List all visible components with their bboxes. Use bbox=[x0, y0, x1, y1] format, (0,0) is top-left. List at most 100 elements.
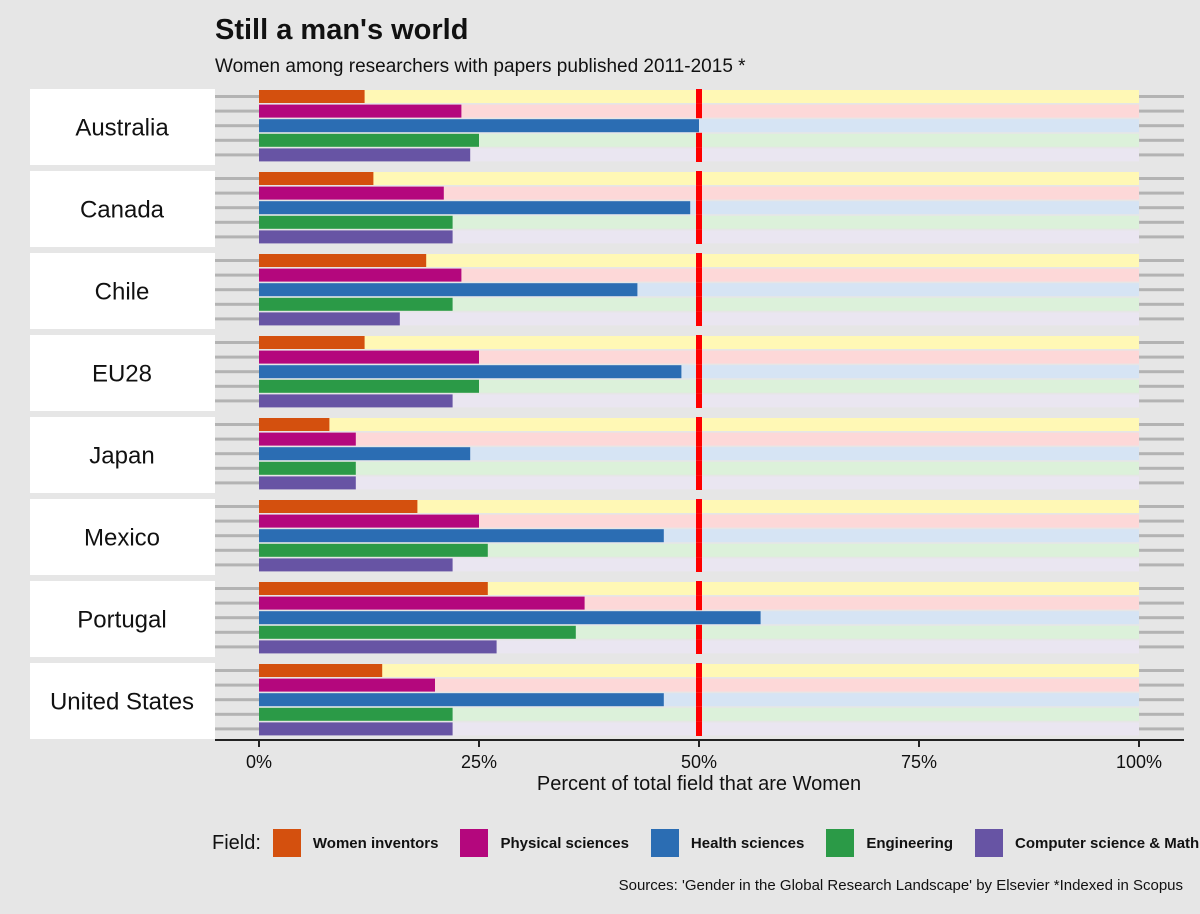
reference-line-50 bbox=[696, 663, 702, 678]
reference-line-50 bbox=[696, 692, 702, 707]
row-guide-left bbox=[215, 505, 259, 508]
reference-line-50 bbox=[696, 460, 702, 476]
reference-line-50 bbox=[696, 364, 702, 379]
bar bbox=[259, 447, 471, 461]
legend: Field: Women inventors Physical sciences… bbox=[212, 828, 1199, 858]
row-guide-right bbox=[1139, 95, 1184, 98]
reference-line-50 bbox=[696, 431, 702, 447]
facet-label: United States bbox=[50, 689, 194, 716]
bar bbox=[259, 678, 435, 692]
row-guide-right bbox=[1139, 273, 1184, 277]
legend-label: Computer science & Math bbox=[1015, 834, 1200, 852]
bar bbox=[259, 500, 418, 513]
x-tick-label: 50% bbox=[680, 752, 718, 772]
row-guide-left bbox=[215, 302, 259, 306]
row-guide-left bbox=[215, 712, 259, 716]
legend-swatch bbox=[826, 829, 855, 857]
row-guide-right bbox=[1139, 302, 1184, 306]
x-tick-mark bbox=[918, 740, 920, 747]
bar bbox=[259, 461, 356, 475]
row-guide-right bbox=[1139, 437, 1184, 441]
row-guide-right bbox=[1139, 645, 1184, 649]
x-tick-label: 100% bbox=[1115, 752, 1163, 772]
reference-line-50 bbox=[696, 282, 702, 297]
bar bbox=[259, 133, 479, 147]
reference-line-50 bbox=[696, 528, 702, 543]
row-guide-left bbox=[215, 399, 259, 403]
reference-line-50 bbox=[696, 677, 702, 693]
facet-label: Portugal bbox=[77, 607, 166, 634]
legend-item-health-sciences: Health sciences bbox=[650, 829, 804, 857]
reference-line-50 bbox=[696, 147, 702, 162]
row-guide-right bbox=[1139, 698, 1184, 702]
source-note: Sources: 'Gender in the Global Research … bbox=[618, 877, 1183, 894]
reference-line-50 bbox=[696, 499, 702, 514]
row-guide-left bbox=[215, 683, 259, 687]
row-guide-left bbox=[215, 124, 259, 128]
row-guide-left bbox=[215, 563, 259, 567]
bar bbox=[259, 104, 462, 118]
row-guide-left bbox=[215, 466, 259, 470]
bar bbox=[259, 625, 576, 639]
reference-line-50 bbox=[696, 253, 702, 268]
row-guide-left bbox=[215, 423, 259, 426]
bar bbox=[259, 582, 488, 595]
reference-line-50 bbox=[696, 557, 702, 572]
reference-line-50 bbox=[696, 311, 702, 326]
row-guide-left bbox=[215, 317, 259, 321]
chart-title: Still a man's world bbox=[215, 14, 469, 46]
row-guide-left bbox=[215, 437, 259, 441]
row-guide-left bbox=[215, 587, 259, 590]
bar bbox=[259, 254, 427, 267]
x-tick-mark bbox=[1138, 740, 1140, 747]
bar bbox=[259, 215, 453, 229]
facet-label-box bbox=[30, 581, 215, 657]
bar bbox=[259, 297, 453, 311]
bar bbox=[259, 230, 453, 244]
reference-line-50 bbox=[696, 132, 702, 148]
reference-line-50 bbox=[696, 296, 702, 312]
bar bbox=[259, 529, 664, 543]
bar bbox=[259, 596, 585, 610]
bar bbox=[259, 394, 453, 408]
legend-item-physical-sciences: Physical sciences bbox=[460, 829, 629, 857]
row-guide-right bbox=[1139, 370, 1184, 374]
reference-line-50 bbox=[696, 513, 702, 529]
reference-line-50 bbox=[696, 335, 702, 350]
reference-line-50 bbox=[696, 542, 702, 558]
legend-label: Women inventors bbox=[312, 834, 439, 852]
row-guide-right bbox=[1139, 288, 1184, 292]
row-guide-right bbox=[1139, 177, 1184, 180]
bar bbox=[259, 543, 488, 557]
row-guide-left bbox=[215, 727, 259, 731]
reference-line-50 bbox=[696, 581, 702, 596]
facet-label: Canada bbox=[80, 197, 165, 224]
row-guide-right bbox=[1139, 220, 1184, 224]
legend-swatch bbox=[460, 829, 489, 857]
bar bbox=[259, 350, 479, 364]
legend-item-engineering: Engineering bbox=[826, 829, 953, 857]
facet-label-box bbox=[30, 417, 215, 493]
row-guide-right bbox=[1139, 259, 1184, 262]
bar bbox=[259, 693, 664, 707]
row-guide-right bbox=[1139, 317, 1184, 321]
row-guide-left bbox=[215, 645, 259, 649]
row-guide-right bbox=[1139, 505, 1184, 508]
reference-line-50 bbox=[696, 639, 702, 654]
reference-line-50 bbox=[696, 349, 702, 365]
row-guide-left bbox=[215, 548, 259, 552]
row-guide-left bbox=[215, 288, 259, 292]
reference-line-50 bbox=[696, 595, 702, 611]
row-guide-right bbox=[1139, 669, 1184, 672]
row-guide-left bbox=[215, 370, 259, 374]
row-guide-left bbox=[215, 273, 259, 277]
row-guide-left bbox=[215, 191, 259, 195]
row-guide-right bbox=[1139, 124, 1184, 128]
row-guide-left bbox=[215, 95, 259, 98]
row-guide-left bbox=[215, 341, 259, 344]
chart-subtitle: Women among researchers with papers publ… bbox=[215, 56, 746, 77]
bar bbox=[259, 312, 400, 326]
facet-label: Australia bbox=[75, 115, 169, 142]
facet-label-box bbox=[30, 253, 215, 329]
